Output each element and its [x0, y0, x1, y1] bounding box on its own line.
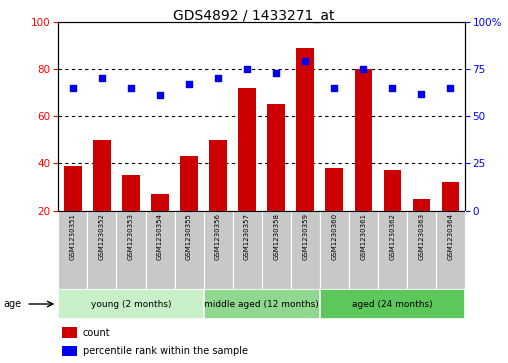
Bar [204, 289, 320, 319]
Text: GSM1230362: GSM1230362 [389, 213, 395, 260]
Text: GSM1230361: GSM1230361 [360, 213, 366, 260]
Bar [87, 211, 116, 289]
Text: middle aged (12 months): middle aged (12 months) [204, 299, 319, 309]
Point [359, 66, 367, 72]
Bar [204, 211, 233, 289]
Text: GSM1230352: GSM1230352 [99, 213, 105, 260]
Text: age: age [3, 299, 21, 309]
Bar [116, 211, 145, 289]
Bar [407, 211, 436, 289]
Bar [233, 211, 262, 289]
Bar [326, 168, 343, 211]
Bar [441, 182, 459, 211]
Text: GSM1230355: GSM1230355 [186, 213, 192, 260]
Bar [209, 140, 227, 211]
Bar [378, 211, 407, 289]
Bar [58, 289, 204, 319]
Point [127, 85, 135, 91]
Text: GSM1230360: GSM1230360 [331, 213, 337, 260]
Text: GSM1230353: GSM1230353 [128, 213, 134, 260]
Bar [267, 105, 285, 211]
Point [98, 76, 106, 81]
Bar [145, 211, 175, 289]
Text: GSM1230359: GSM1230359 [302, 213, 308, 260]
Bar [64, 166, 82, 211]
Bar [320, 289, 465, 319]
Point [156, 93, 164, 98]
Text: percentile rank within the sample: percentile rank within the sample [83, 346, 248, 356]
Point [446, 85, 454, 91]
Point [272, 70, 280, 76]
Point [330, 85, 338, 91]
Bar [180, 156, 198, 211]
Text: GSM1230363: GSM1230363 [418, 213, 424, 260]
Bar [62, 327, 77, 338]
Bar [348, 211, 378, 289]
Point [301, 58, 309, 64]
Point [417, 91, 425, 97]
Point [69, 85, 77, 91]
Point [388, 85, 396, 91]
Bar [262, 211, 291, 289]
Text: GDS4892 / 1433271_at: GDS4892 / 1433271_at [173, 9, 335, 23]
Text: aged (24 months): aged (24 months) [352, 299, 432, 309]
Bar [384, 170, 401, 211]
Text: GSM1230357: GSM1230357 [244, 213, 250, 260]
Point [243, 66, 251, 72]
Text: count: count [83, 328, 110, 338]
Point [185, 81, 193, 87]
Text: GSM1230356: GSM1230356 [215, 213, 221, 260]
Point [214, 76, 222, 81]
Bar [58, 211, 87, 289]
Bar [297, 48, 314, 211]
Text: GSM1230354: GSM1230354 [157, 213, 163, 260]
Bar [355, 69, 372, 211]
Text: young (2 months): young (2 months) [91, 299, 171, 309]
Bar [320, 211, 348, 289]
Bar [93, 140, 111, 211]
Bar [436, 211, 465, 289]
Bar [238, 88, 256, 211]
Text: GSM1230364: GSM1230364 [448, 213, 453, 260]
Bar [151, 194, 169, 211]
Bar [412, 199, 430, 211]
Text: GSM1230358: GSM1230358 [273, 213, 279, 260]
Bar [175, 211, 204, 289]
Bar [291, 211, 320, 289]
Bar [122, 175, 140, 211]
Bar [62, 346, 77, 356]
Text: GSM1230351: GSM1230351 [70, 213, 76, 260]
